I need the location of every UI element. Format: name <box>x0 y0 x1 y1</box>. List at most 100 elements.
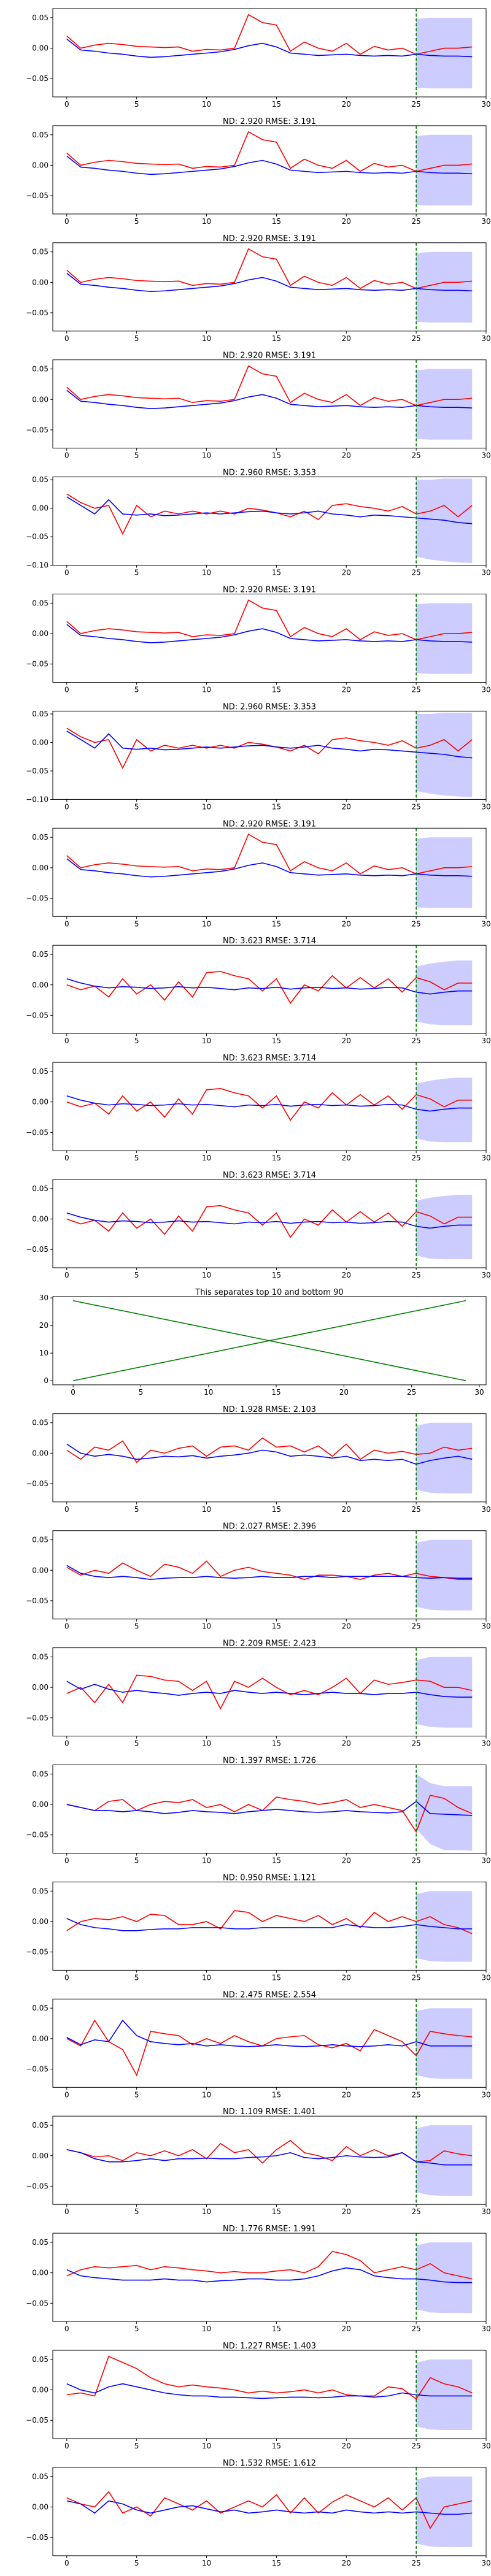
x-tick-label: 20 <box>342 1505 351 1514</box>
forecast-series-line <box>66 39 473 58</box>
prediction-interval-band <box>416 2359 473 2431</box>
line-series-line <box>72 1300 466 1381</box>
x-tick-label: 25 <box>407 1388 416 1397</box>
x-tick-label: 25 <box>411 2325 420 2333</box>
y-tick-label: 0.00 <box>32 161 48 169</box>
x-tick-label: 5 <box>134 217 139 226</box>
y-tick-label: −0.05 <box>26 894 48 903</box>
chart-panel-6: ND: 2.960 RMSE: 3.353 0 5 10 15 20 25 30 −0.10 −0… <box>26 702 490 811</box>
plot-frame <box>52 594 487 683</box>
x-tick-label: 30 <box>481 919 490 928</box>
x-tick-label: 30 <box>481 1973 490 1982</box>
x-tick-label: 30 <box>481 2207 490 2216</box>
y-tick-label: −0.05 <box>26 1245 48 1254</box>
x-tick-label: 15 <box>272 919 281 928</box>
x-tick-label: 30 <box>481 217 490 226</box>
chart-title: ND: 3.623 RMSE: 3.714 <box>223 1054 316 1063</box>
y-tick-label: 0.05 <box>32 2355 48 2364</box>
y-tick-label: 0.00 <box>32 278 48 286</box>
x-tick-label: 0 <box>64 1505 69 1514</box>
x-tick-label: 0 <box>64 100 69 109</box>
x-tick-label: 0 <box>64 2559 69 2567</box>
actual-series-line <box>66 365 473 407</box>
x-tick-label: 0 <box>64 919 69 928</box>
prediction-interval-band <box>416 713 473 797</box>
y-tick-label: 0.05 <box>32 1184 48 1193</box>
prediction-interval-band <box>416 960 473 1025</box>
x-tick-label: 15 <box>272 1622 281 1631</box>
x-tick-label: 20 <box>342 2559 351 2567</box>
y-tick-label: 0.05 <box>32 13 48 22</box>
actual-series-line <box>66 599 473 640</box>
chart-panel-10: ND: 3.623 RMSE: 3.714 0 5 10 15 20 25 30 −0.05 0.… <box>26 1171 490 1279</box>
x-tick-label: 15 <box>272 1505 281 1514</box>
x-tick-label: 20 <box>342 1973 351 1982</box>
x-tick-label: 25 <box>411 919 420 928</box>
x-tick-label: 15 <box>272 2559 281 2567</box>
actual-series-line <box>66 2355 473 2400</box>
forecast-series-line <box>66 1918 473 1931</box>
x-tick-label: 15 <box>272 2090 281 2099</box>
x-tick-label: 20 <box>342 802 351 811</box>
forecast-series-line <box>66 730 473 759</box>
chart-panel-20: ND: 1.227 RMSE: 1.403 0 5 10 15 20 25 30 −0.05 0.… <box>26 2342 490 2450</box>
x-tick-label: 30 <box>481 451 490 460</box>
chart-title: ND: 2.920 RMSE: 3.191 <box>223 234 316 243</box>
x-tick-label: 15 <box>272 2442 281 2450</box>
forecast-series-line <box>66 1565 473 1580</box>
y-tick-label: 0.00 <box>32 738 48 746</box>
x-tick-label: 30 <box>474 1388 484 1397</box>
plot-frame <box>52 1998 487 2088</box>
chart-panel-3: ND: 2.920 RMSE: 3.191 0 5 10 15 20 25 30 −0.05 0.… <box>26 351 490 460</box>
x-tick-label: 15 <box>272 1857 281 1865</box>
x-tick-label: 5 <box>134 1271 139 1279</box>
y-tick-label: 0.05 <box>32 365 48 374</box>
y-tick-label: 0.05 <box>32 131 48 139</box>
forecast-series-line <box>66 389 473 409</box>
x-tick-label: 25 <box>411 1037 420 1045</box>
x-tick-label: 20 <box>342 1037 351 1045</box>
prediction-interval-band <box>416 1194 473 1260</box>
chart-title: ND: 2.920 RMSE: 3.191 <box>223 819 316 829</box>
forecast-series-line <box>66 2019 473 2047</box>
prediction-interval-band <box>416 134 473 205</box>
y-tick-label: 0.00 <box>32 1098 48 1106</box>
actual-series-line <box>66 834 473 875</box>
x-tick-label: 5 <box>134 2559 139 2567</box>
y-tick-label: 0.00 <box>32 1566 48 1574</box>
chart-title: ND: 2.960 RMSE: 3.353 <box>223 702 316 711</box>
chart-title: ND: 0.950 RMSE: 1.121 <box>223 1873 316 1882</box>
x-tick-label: 25 <box>411 802 420 811</box>
actual-series-line <box>66 1087 473 1121</box>
y-tick-label: 0.05 <box>32 2004 48 2012</box>
prediction-interval-band <box>416 603 473 674</box>
y-tick-label: 30 <box>39 1294 48 1302</box>
forecast-series-line <box>66 624 473 643</box>
prediction-interval-band <box>416 1539 473 1611</box>
actual-series-line <box>66 1205 473 1238</box>
chart-panel-17: ND: 2.475 RMSE: 2.554 0 5 10 15 20 25 30 −0.05 0.… <box>26 1990 490 2099</box>
x-tick-label: 5 <box>134 1739 139 1748</box>
actual-series-line <box>66 1560 473 1580</box>
prediction-interval-band <box>416 1774 473 1851</box>
actual-series-line <box>66 2491 473 2529</box>
x-tick-label: 10 <box>202 569 211 577</box>
plot-frame <box>52 1296 487 1386</box>
plot-frame <box>52 1881 487 1971</box>
x-tick-label: 15 <box>272 100 281 109</box>
x-tick-label: 25 <box>411 2207 420 2216</box>
prediction-interval-band <box>416 1077 473 1143</box>
forecast-series-line <box>66 978 473 995</box>
prediction-interval-band <box>416 2008 473 2079</box>
x-tick-label: 30 <box>481 2559 490 2567</box>
y-tick-label: −0.05 <box>26 532 48 541</box>
actual-series-line <box>66 2139 473 2164</box>
x-tick-label: 30 <box>481 2325 490 2333</box>
x-tick-label: 25 <box>411 1271 420 1279</box>
x-tick-label: 10 <box>202 2442 211 2450</box>
x-tick-label: 10 <box>202 1622 211 1631</box>
forecast-series-line <box>66 272 473 293</box>
plot-frame <box>52 1062 487 1151</box>
y-tick-label: 0.00 <box>32 1215 48 1224</box>
